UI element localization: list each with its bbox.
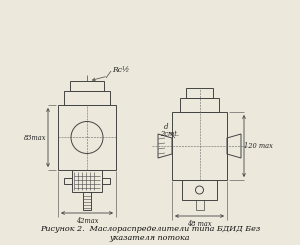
Bar xyxy=(186,88,213,98)
Text: 83max: 83max xyxy=(24,134,46,142)
Bar xyxy=(72,170,102,192)
Text: 42max: 42max xyxy=(76,217,98,225)
Text: Рисунок 2.  Маслораспределители типа БДИД Без: Рисунок 2. Маслораспределители типа БДИД… xyxy=(40,225,260,233)
Text: 2cmt.: 2cmt. xyxy=(160,130,179,138)
Bar xyxy=(172,112,227,180)
Bar xyxy=(180,98,219,112)
Bar xyxy=(64,178,72,184)
Text: указателя потока: указателя потока xyxy=(110,234,190,242)
Bar xyxy=(83,192,91,210)
Text: 120 max: 120 max xyxy=(244,142,272,150)
Bar xyxy=(70,81,104,91)
Bar xyxy=(58,105,116,170)
Text: d: d xyxy=(164,123,169,131)
Bar xyxy=(102,178,110,184)
Text: Rc½: Rc½ xyxy=(112,66,129,74)
Bar xyxy=(64,91,110,105)
Bar xyxy=(182,180,217,200)
Text: 48 max: 48 max xyxy=(187,220,212,228)
